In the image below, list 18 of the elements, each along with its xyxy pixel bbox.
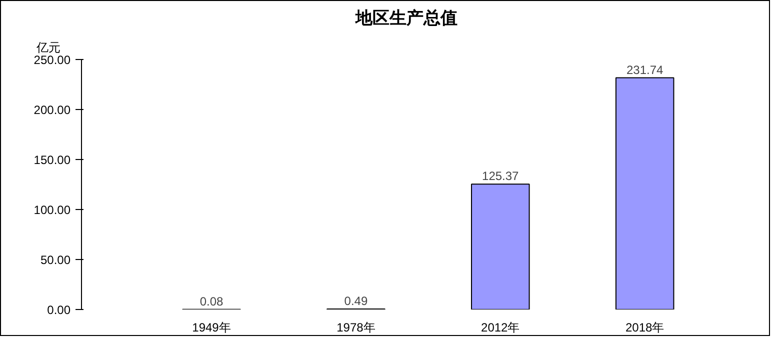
y-tick-label: 250.00 <box>34 53 71 67</box>
data-label: 0.08 <box>200 294 224 308</box>
x-tick-label: 2012年 <box>481 320 520 334</box>
x-tick-label: 2018年 <box>625 320 664 334</box>
y-tick-label: 50.00 <box>40 253 71 267</box>
y-tick-label: 100.00 <box>34 203 71 217</box>
y-axis-title: 亿元 <box>36 40 60 54</box>
y-tick-label: 200.00 <box>34 103 71 117</box>
x-tick-label: 1978年 <box>336 320 376 334</box>
data-label: 231.74 <box>626 62 664 77</box>
bar <box>471 184 530 310</box>
data-label: 125.37 <box>482 169 520 184</box>
y-tick-label: 150.00 <box>34 153 71 167</box>
chart-title: 地区生产总值 <box>354 8 458 28</box>
bar <box>615 77 674 310</box>
y-tick-label: 0.00 <box>47 303 71 317</box>
data-label: 0.49 <box>344 294 368 308</box>
x-tick-label: 1949年 <box>192 320 231 334</box>
